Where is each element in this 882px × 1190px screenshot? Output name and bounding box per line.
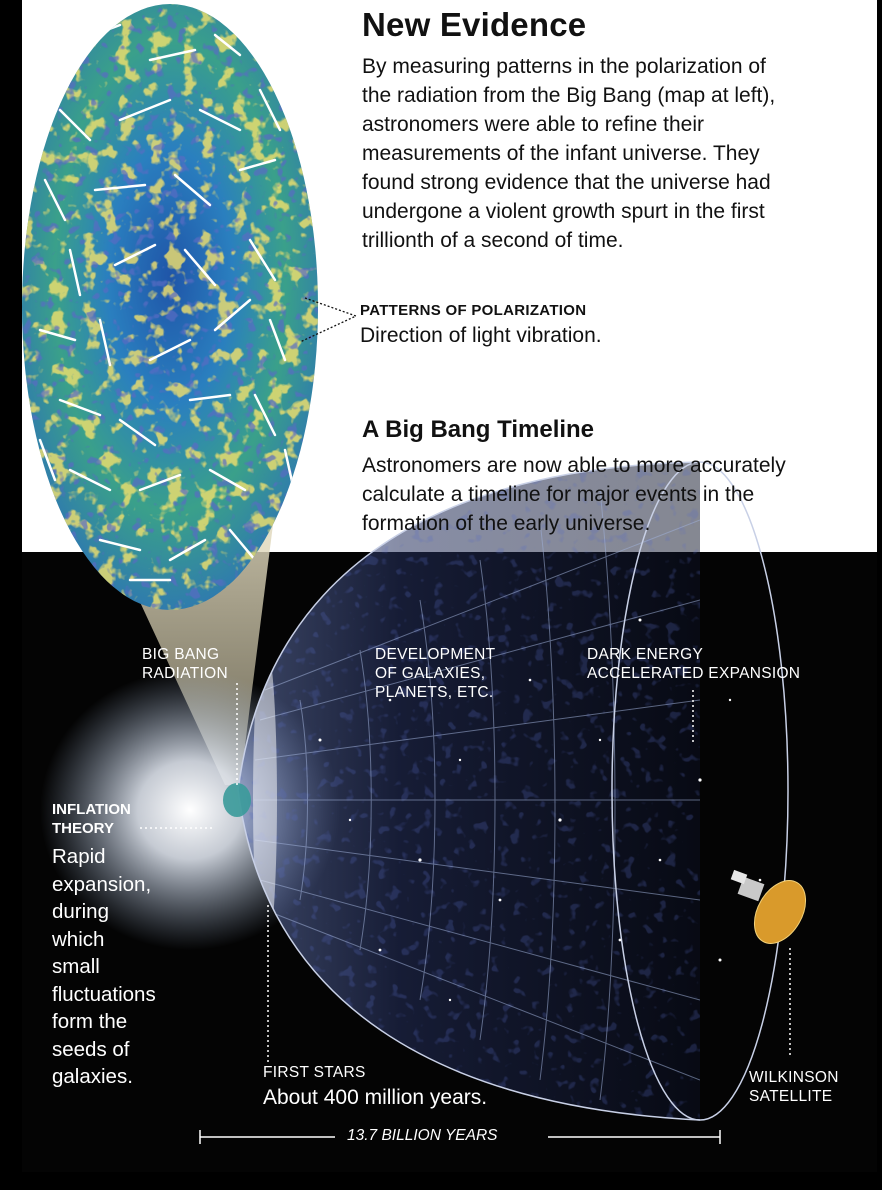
polarization-description: Direction of light vibration.	[360, 324, 602, 347]
new-evidence-heading: New Evidence	[362, 6, 587, 43]
label-line: DARK ENERGY	[587, 646, 704, 663]
label-line: during	[52, 900, 109, 923]
label-line: INFLATION	[52, 801, 131, 818]
text-line: astronomers were able to refine their	[362, 113, 704, 136]
text-line: measurements of the infant universe. The…	[362, 142, 760, 165]
development-label: DEVELOPMENT OF GALAXIES, PLANETS, ETC.	[375, 645, 495, 702]
text-line: the radiation from the Big Bang (map at …	[362, 84, 776, 107]
label-line: galaxies.	[52, 1065, 133, 1088]
timeline-heading: A Big Bang Timeline	[362, 416, 595, 443]
label-line: fluctuations	[52, 982, 156, 1006]
cmb-sky-map	[22, 4, 318, 610]
text-line: By measuring patterns in the polarizatio…	[362, 55, 766, 78]
text-line: calculate a timeline for major events in…	[362, 483, 755, 506]
text-line: Astronomers are now able to more accurat…	[362, 454, 786, 477]
dark-energy-label: DARK ENERGY ACCELERATED EXPANSION	[587, 645, 800, 683]
label-line: BIG BANG	[142, 646, 220, 663]
text-line: undergone a violent growth spurt in the …	[362, 200, 765, 223]
text-line: found strong evidence that the universe …	[362, 171, 771, 194]
label-line: WILKINSON	[749, 1069, 839, 1086]
expanding-universe-cone	[223, 461, 789, 1121]
inflation-theory-title: INFLATION THEORY	[52, 800, 131, 838]
label-line: DEVELOPMENT	[375, 646, 496, 663]
new-evidence-text: By measuring patterns in the polarizatio…	[362, 52, 775, 255]
inflation-theory-description: Rapid expansion, during which small fluc…	[52, 843, 156, 1091]
label-line: Rapid	[52, 845, 106, 868]
first-stars-label: FIRST STARS	[263, 1064, 366, 1081]
dotted-leaders	[140, 683, 791, 1062]
label-line: small	[52, 955, 100, 978]
label-line: OF GALAXIES,	[375, 665, 486, 682]
label-line: expansion,	[52, 872, 152, 896]
label-line: SATELLITE	[749, 1088, 833, 1105]
first-stars-time: About 400 million years.	[263, 1086, 488, 1109]
label-line: PLANETS, ETC.	[375, 684, 494, 701]
label-line: which	[52, 927, 105, 951]
label-line: THEORY	[52, 820, 114, 837]
wilkinson-satellite-label: WILKINSON SATELLITE	[749, 1068, 839, 1106]
text-line: formation of the early universe.	[362, 512, 651, 535]
wilkinson-satellite-icon	[730, 869, 807, 944]
text-line: trillionth of a second of time.	[362, 229, 624, 252]
big-bang-radiation-label: BIG BANG RADIATION	[142, 645, 228, 683]
label-line: form the	[52, 1010, 128, 1033]
timescale-line	[199, 1130, 721, 1144]
polarization-label: PATTERNS OF POLARIZATION	[360, 302, 587, 319]
timeline-text: Astronomers are now able to more accurat…	[362, 451, 786, 538]
label-line: seeds of	[52, 1037, 130, 1061]
star-field	[318, 618, 762, 1002]
label-line: ACCELERATED EXPANSION	[587, 665, 801, 682]
total-time-label: 13.7 BILLION YEARS	[347, 1127, 498, 1144]
label-line: RADIATION	[142, 665, 228, 682]
